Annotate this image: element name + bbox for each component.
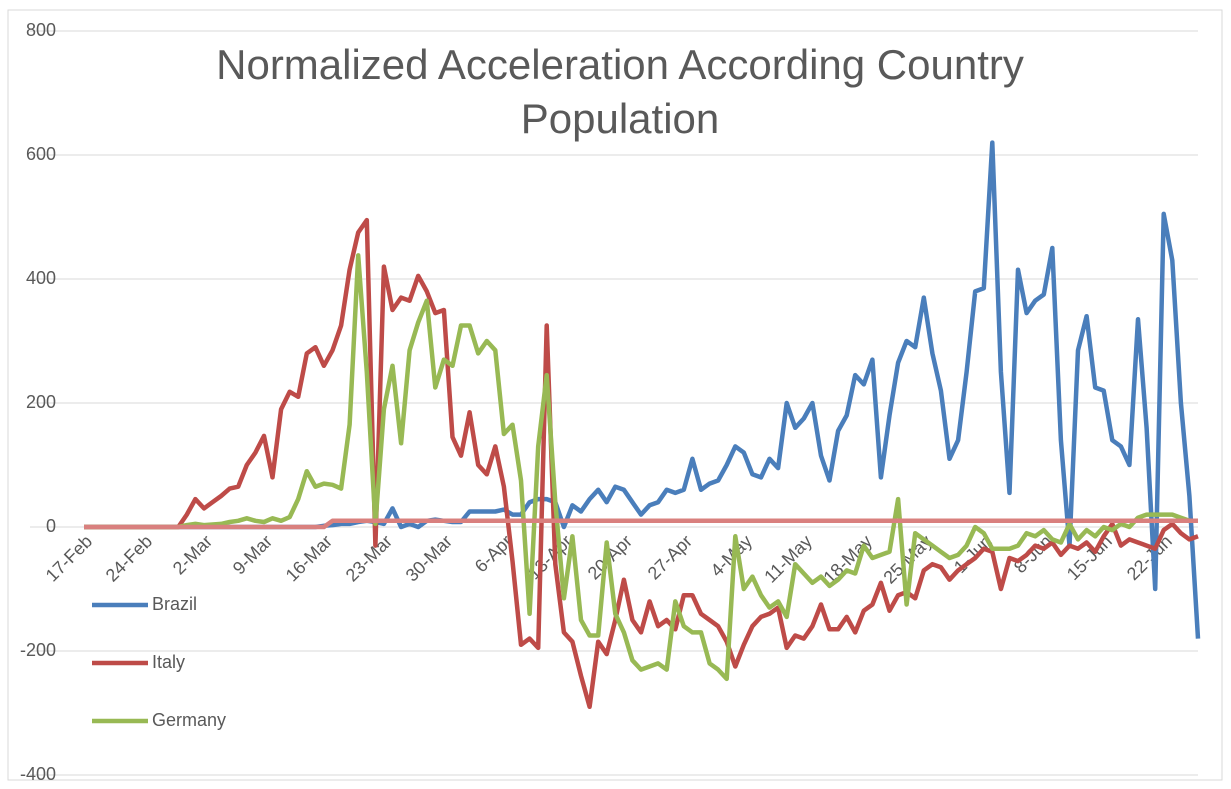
legend-label: Brazil xyxy=(152,594,197,614)
y-tick-label: 0 xyxy=(46,516,56,536)
x-tick-label: 27-Apr xyxy=(644,531,696,583)
x-tick-label: 2-Mar xyxy=(169,531,216,578)
chart-title: Normalized Acceleration According Countr… xyxy=(216,41,1024,142)
series-line xyxy=(84,253,1191,682)
y-tick-label: 200 xyxy=(26,392,56,412)
legend-label: Italy xyxy=(152,652,185,672)
x-tick-label: 30-Mar xyxy=(402,531,456,585)
y-tick-label: 800 xyxy=(26,20,56,40)
x-tick-label: 17-Feb xyxy=(42,531,96,585)
y-tick-label: 400 xyxy=(26,268,56,288)
y-tick-label: -400 xyxy=(20,764,56,784)
series-line xyxy=(84,518,1198,530)
x-tick-label: 18-May xyxy=(819,531,876,588)
series-line xyxy=(84,217,1199,710)
x-tick-label: 23-Mar xyxy=(342,531,396,585)
y-tick-label: -200 xyxy=(20,640,56,660)
legend-label: Germany xyxy=(152,710,226,730)
y-tick-label: 600 xyxy=(26,144,56,164)
x-tick-label: 9-Mar xyxy=(229,531,276,578)
x-tick-label: 16-Mar xyxy=(282,531,336,585)
x-tick-label: 24-Feb xyxy=(102,531,156,585)
chart-border xyxy=(7,9,1223,781)
